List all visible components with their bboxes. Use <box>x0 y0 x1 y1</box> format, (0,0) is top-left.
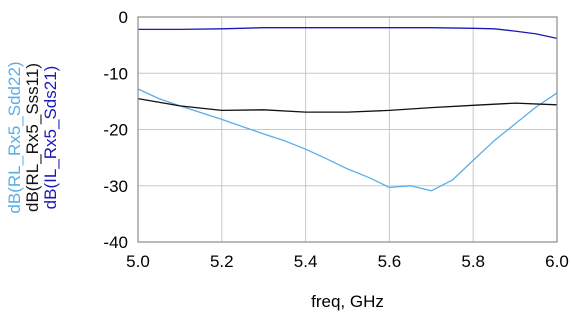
series-line-2 <box>137 97 558 113</box>
x-tick-label: 6.0 <box>545 252 569 271</box>
y-axis-series-label: dB(RL_Rx5_Sdd22) <box>5 61 24 213</box>
series-line-1 <box>137 88 558 192</box>
series-line-3 <box>138 27 558 40</box>
series-layer <box>137 27 558 192</box>
y-tick-label: -40 <box>103 233 128 252</box>
x-tick-label: 5.6 <box>378 252 402 271</box>
y-axis-ticks: 0 -10 -20 -30 -40 <box>103 8 128 252</box>
plot-frame <box>137 16 558 243</box>
y-tick-label: -10 <box>103 64 128 83</box>
x-axis-ticks: 5.0 5.2 5.4 5.6 5.8 6.0 <box>126 252 569 271</box>
x-tick-label: 5.8 <box>461 252 485 271</box>
x-tick-label: 5.0 <box>126 252 150 271</box>
x-axis-label: freq, GHz <box>311 292 384 311</box>
y-tick-label: -30 <box>103 177 128 196</box>
y-axis-labels: dB(RL_Rx5_Sdd22) dB(RL_Rx5_Sss11) dB(IL_Rx… <box>5 61 60 213</box>
grid-layer <box>137 16 558 243</box>
y-tick-label: 0 <box>119 8 128 27</box>
x-tick-label: 5.2 <box>210 252 234 271</box>
y-axis-series-label: dB(RL_Rx5_Sss11) <box>23 63 42 212</box>
x-tick-label: 5.4 <box>294 252 318 271</box>
y-axis-series-label: dB(IL_Rx5_Sds21) <box>41 66 60 210</box>
y-tick-label: -20 <box>103 121 128 140</box>
